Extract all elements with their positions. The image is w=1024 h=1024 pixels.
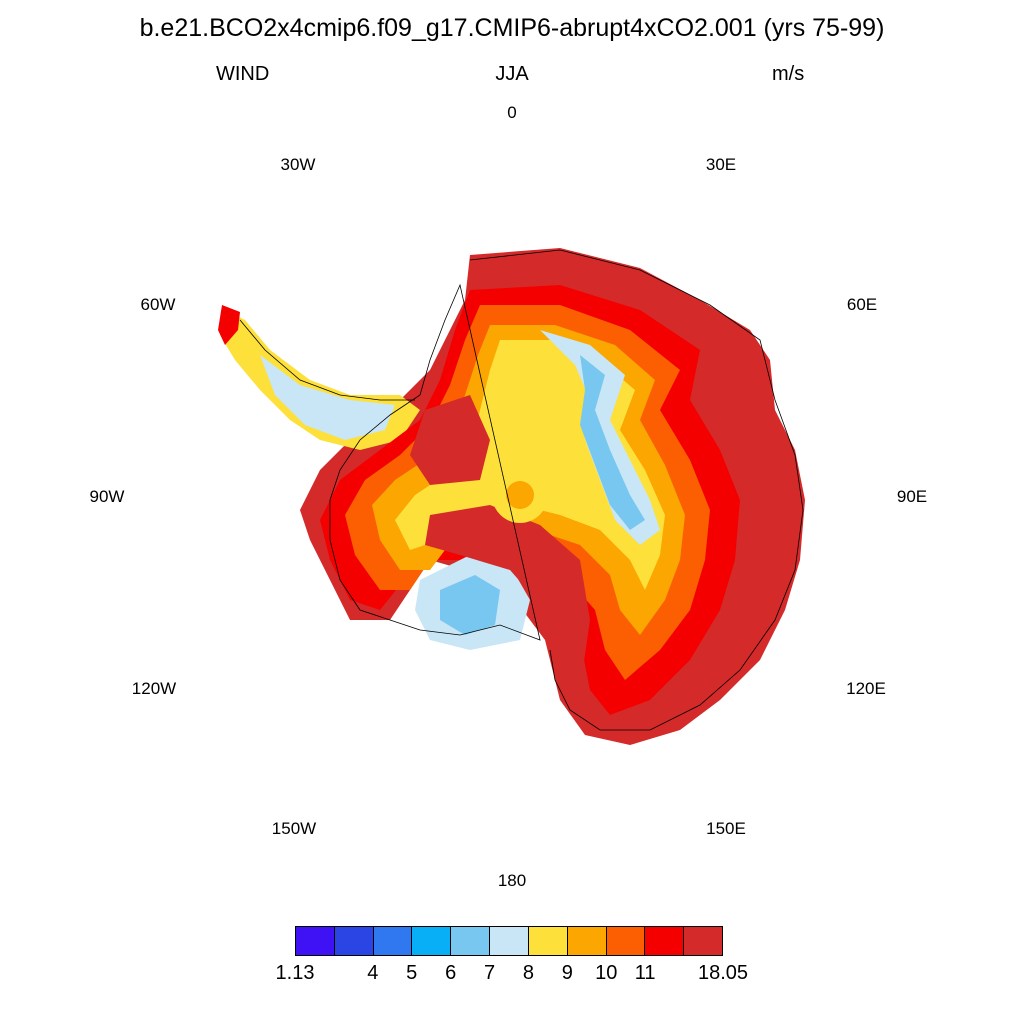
ross-field-blue [440,575,500,635]
colorbar-box [606,927,646,955]
units-label: m/s [772,63,805,85]
lon-label-150w: 150W [271,819,317,838]
colorbar-label: 7 [483,962,496,984]
colorbar-box [567,927,607,955]
colorbar-box [296,927,335,955]
lon-label-150e: 150E [706,819,746,838]
lon-label-120e: 120E [846,679,886,698]
colorbar-label: 6 [445,962,457,984]
colorbar-label: 4 [367,962,379,984]
colorbar-box [451,927,491,955]
lon-label-90e: 90E [896,487,928,506]
colorbar-label: 11 [634,962,656,984]
colorbar-label: 1.13 [275,962,315,984]
colorbar-label: 18.05 [697,962,749,984]
lon-label-90w: 90W [89,487,125,506]
lon-label-120w: 120W [131,679,177,698]
colorbar-box [490,927,529,955]
colorbar-box [645,927,685,955]
lon-label-0: 0 [507,103,517,122]
colorbar-label: 5 [406,962,418,984]
lon-label-30w: 30W [280,155,316,174]
peninsula-coastline [239,319,415,401]
interior-lobe-west [410,395,490,485]
pole-center-ring [506,481,534,509]
lon-label-30e: 30E [705,155,737,174]
colorbar-box [684,927,722,955]
colorbar-box [334,927,374,955]
colorbar-label: 9 [561,962,573,984]
colorbar [295,926,723,956]
lon-label-60e: 60E [846,295,878,314]
peninsula-tip [218,305,240,345]
lon-label-60w: 60W [140,295,176,314]
colorbar-box [528,927,568,955]
peninsula-core [260,355,395,440]
lon-label-180: 180 [497,871,527,890]
variable-label: WIND [216,63,270,85]
coastline [329,249,804,731]
colorbar-box [373,927,413,955]
plot-title: b.e21.BCO2x4cmip6.f09_g17.CMIP6-abrupt4x… [139,14,885,42]
colorbar-box [412,927,452,955]
interior-lobe-south [425,505,590,690]
colorbar-label: 8 [522,962,535,984]
wind-field-blue-band [580,355,645,530]
colorbar-label: 10 [595,962,618,984]
season-label: JJA [495,63,529,85]
